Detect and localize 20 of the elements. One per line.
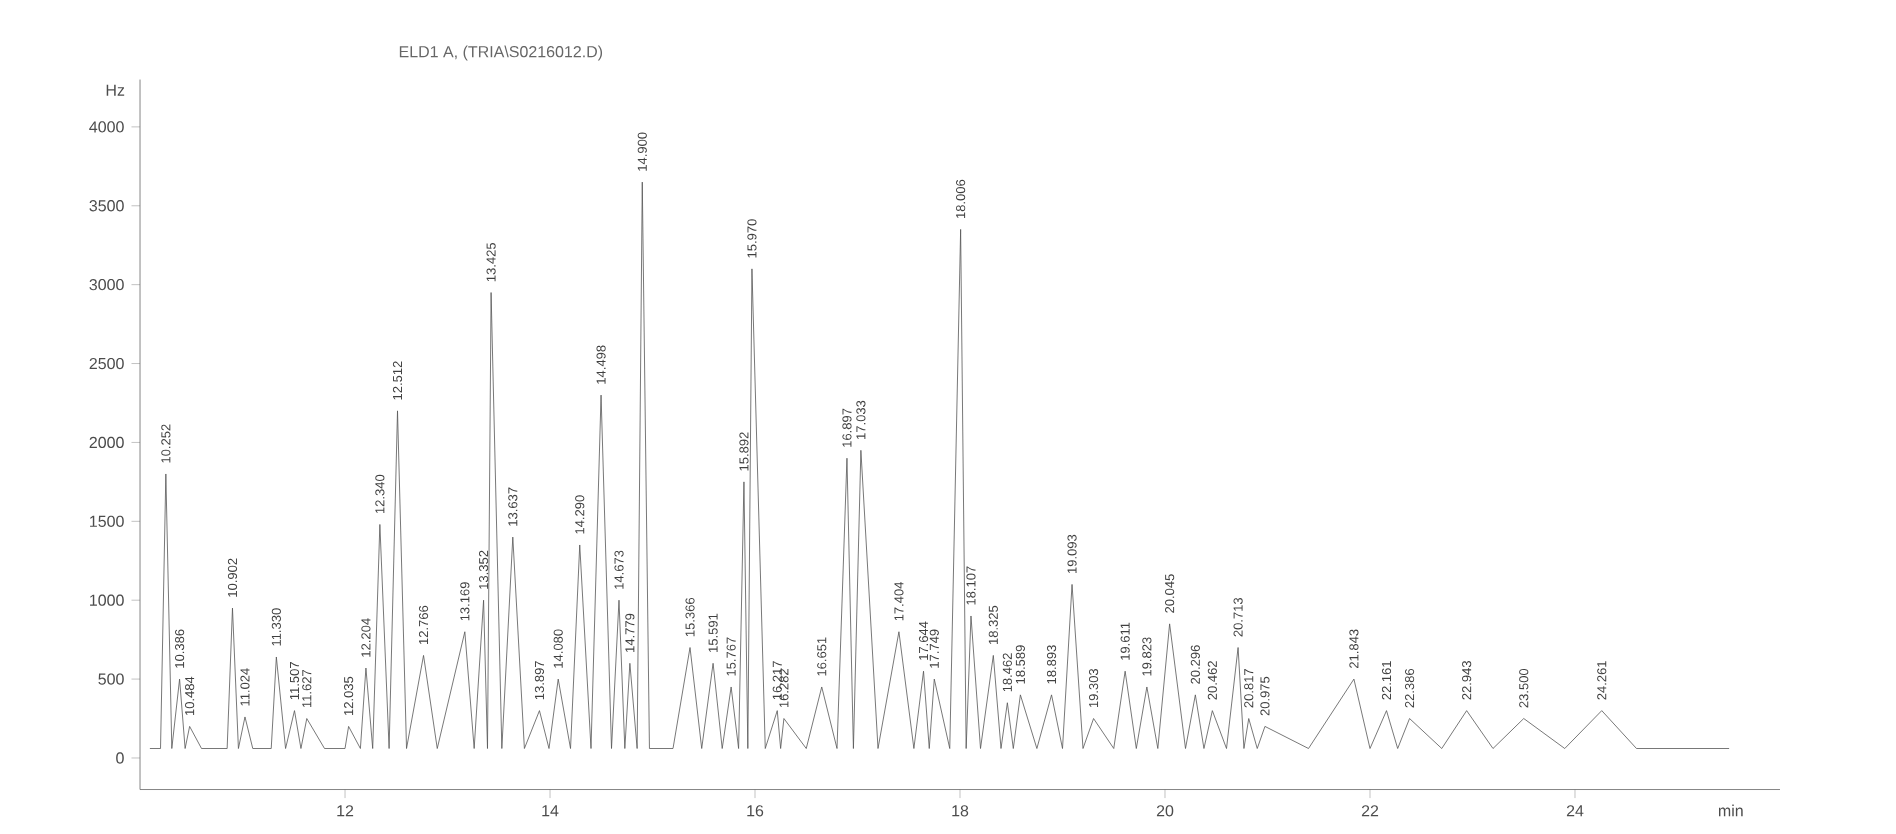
line-series bbox=[149, 181, 1730, 749]
y-tick-label: 1000 bbox=[90, 594, 124, 606]
x-tick-label: 14 bbox=[542, 805, 559, 817]
x-tick-label: 18 bbox=[952, 805, 969, 817]
y-tick-label: 1500 bbox=[90, 515, 124, 527]
x-axis-title: min bbox=[1718, 804, 1743, 817]
y-axis-title: Hz bbox=[106, 84, 125, 96]
y-tick-label: 4000 bbox=[89, 121, 124, 133]
y-tick-label: 0 bbox=[116, 752, 124, 764]
x-tick-label: 20 bbox=[1156, 805, 1174, 817]
y-tick-label: 3000 bbox=[89, 278, 124, 291]
x-tick-label: 24 bbox=[1566, 805, 1584, 817]
x-tick-label: 22 bbox=[1361, 805, 1379, 817]
y-tick-label: 2500 bbox=[89, 357, 124, 370]
y-tick-label: 500 bbox=[98, 673, 124, 685]
y-tick-label: 3500 bbox=[89, 200, 124, 212]
x-tick-label: 12 bbox=[337, 805, 354, 817]
chart-title: ELD1 A, (TRIA\S0216012.D) bbox=[399, 45, 603, 61]
x-tick-label: 16 bbox=[747, 805, 764, 817]
y-tick-label: 2000 bbox=[89, 436, 124, 449]
